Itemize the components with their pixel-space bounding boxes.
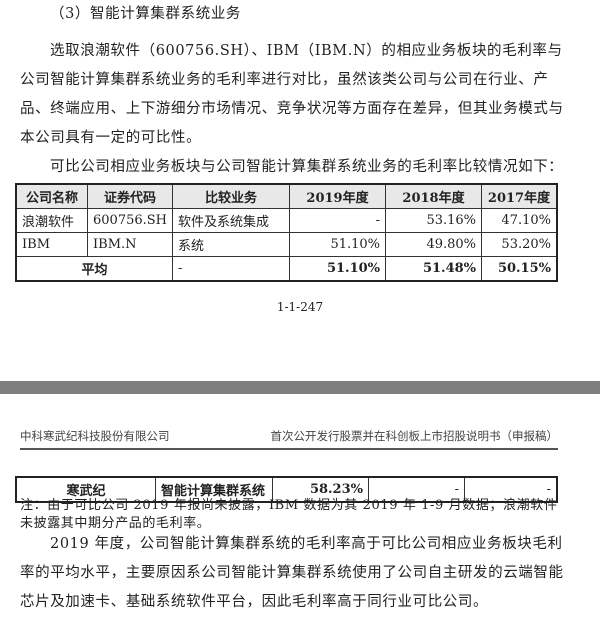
cell: 智能计算集群系统 xyxy=(155,476,273,503)
table-note: 注：由于可比公司 2019 年报尚未披露，IBM 数据为其 2019 年 1-9… xyxy=(20,498,558,531)
cell: 系统 xyxy=(172,232,291,257)
cell: IBM.N xyxy=(86,232,174,257)
cell: 53.16% xyxy=(385,208,483,233)
cell: 49.80% xyxy=(385,232,483,257)
cell: - xyxy=(368,476,465,503)
company-row-table: 寒武纪 智能计算集群系统 58.23% - - xyxy=(15,476,558,503)
header-left: 中科寒武纪科技股份有限公司 xyxy=(20,429,170,443)
cell: 51.10% xyxy=(289,256,387,282)
cell: 寒武纪 xyxy=(15,476,156,503)
page-number: 1-1-247 xyxy=(276,300,324,314)
table-row: IBM IBM.N 系统 51.10% 49.80% 53.20% xyxy=(15,232,558,257)
cell: - xyxy=(289,208,387,233)
cell: - xyxy=(464,476,558,503)
cell: 53.20% xyxy=(481,232,558,257)
cell: 50.15% xyxy=(481,256,558,282)
cell: 51.10% xyxy=(289,232,387,257)
cell: 浪潮软件 xyxy=(15,208,88,233)
header-cell: 证券代码 xyxy=(86,183,174,209)
table-caption: 可比公司相应业务板块与公司智能计算集群系统业务的毛利率比较情况如下： xyxy=(50,159,564,175)
gross-margin-table: 公司名称 证券代码 比较业务 2019年度 2018年度 2017年度 浪潮软件… xyxy=(15,183,558,282)
header-right: 首次公开发行股票并在科创板上市招股说明书（申报稿） xyxy=(270,429,559,443)
header-cell: 2019年度 xyxy=(289,183,387,209)
table-row: 寒武纪 智能计算集群系统 58.23% - - xyxy=(15,476,558,503)
header-cell: 比较业务 xyxy=(172,183,291,209)
header-cell: 公司名称 xyxy=(15,183,88,209)
intro-paragraph: 选取浪潮软件（600756.SH）、IBM（IBM.N）的相应业务板块的毛利率与… xyxy=(20,43,564,146)
analysis-paragraph: 2019 年度，公司智能计算集群系统的毛利率高于可比公司相应业务板块毛利率的平均… xyxy=(20,536,564,610)
header-cell: 2018年度 xyxy=(385,183,483,209)
cell: 平均 xyxy=(15,256,174,282)
table-header-row: 公司名称 证券代码 比较业务 2019年度 2018年度 2017年度 xyxy=(15,183,558,209)
cell: - xyxy=(172,256,291,282)
cell: 600756.SH xyxy=(86,208,174,233)
table-row: 浪潮软件 600756.SH 软件及系统集成 - 53.16% 47.10% xyxy=(15,208,558,233)
cell: 51.48% xyxy=(385,256,483,282)
section-title: （3）智能计算集群系统业务 xyxy=(50,6,242,22)
page-header: 中科寒武纪科技股份有限公司 首次公开发行股票并在科创板上市招股说明书（申报稿） xyxy=(20,428,558,450)
cell: 47.10% xyxy=(481,208,558,233)
average-row: 平均 - 51.10% 51.48% 50.15% xyxy=(15,256,558,282)
page-separator xyxy=(0,381,600,394)
cell: IBM xyxy=(15,232,88,257)
header-cell: 2017年度 xyxy=(481,183,558,209)
cell: 软件及系统集成 xyxy=(172,208,291,233)
